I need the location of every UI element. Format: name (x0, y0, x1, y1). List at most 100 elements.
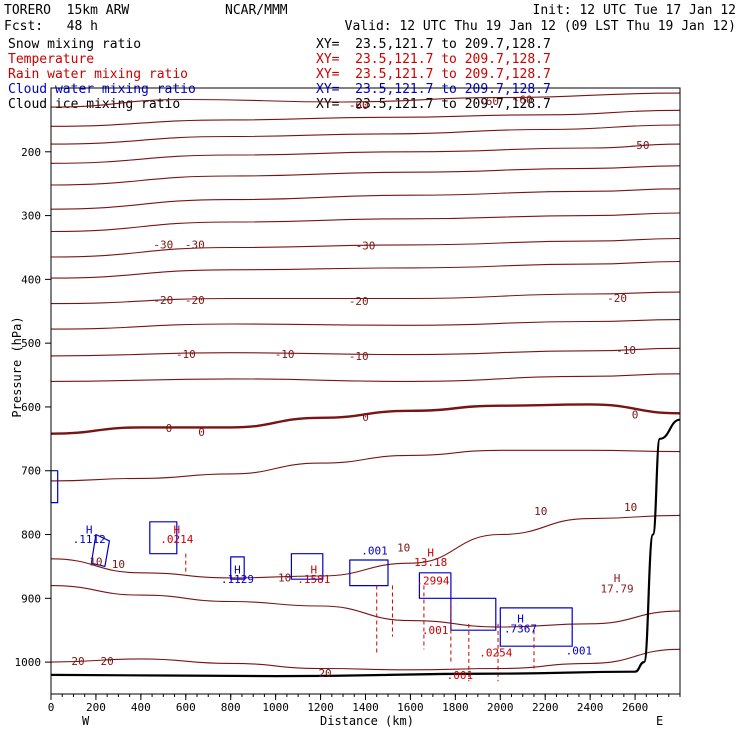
field-xy-cloud-water: XY= 23.5,121.7 to 209.7,128.7 (316, 82, 551, 97)
isotherm-line (50, 514, 681, 579)
x-tick-label: 2400 (577, 701, 604, 714)
x-tick-label: 200 (86, 701, 106, 714)
x-tick-label: 2000 (487, 701, 514, 714)
forecast-hour: Fcst: 48 h (4, 19, 98, 34)
isotherm-label: 20 (318, 667, 331, 680)
x-tick-label: 2200 (532, 701, 559, 714)
field-name-rain: Rain water mixing ratio (8, 67, 189, 82)
x-tick-label: 1600 (397, 701, 424, 714)
isotherm-label: -50 (630, 139, 650, 152)
isotherm-label: 10 (112, 558, 125, 571)
isotherm-label: -20 (607, 292, 627, 305)
isotherm-line (50, 188, 681, 210)
isotherm-label: -10 (349, 350, 369, 363)
field-xy-temperature: XY= 23.5,121.7 to 209.7,128.7 (316, 52, 551, 67)
isotherm-line (50, 403, 681, 435)
isotherm-label: -20 (153, 294, 173, 307)
y-tick-label: 1000 (15, 656, 42, 669)
isotherm-label: -10 (275, 348, 295, 361)
isotherm-label: 10 (397, 541, 410, 554)
isotherm-label: -10 (176, 348, 196, 361)
isotherm-line (50, 373, 681, 382)
field-annotation: .1129 (221, 573, 254, 586)
field-annotation: .1581 (297, 573, 330, 586)
cloud-water-contour (230, 556, 245, 580)
x-tick-label: 1400 (352, 701, 379, 714)
isotherm-line (50, 237, 681, 258)
field-annotation: .7367 (504, 622, 537, 635)
init-time: Init: 12 UTC Tue 17 Jan 12 (532, 3, 737, 18)
x-axis-east-label: E (656, 714, 664, 728)
isotherm-line (50, 648, 681, 671)
field-annotation: H (86, 523, 93, 536)
cloud-water-contour (290, 553, 324, 580)
field-annotation: .0214 (160, 533, 193, 546)
isotherm-label: -20 (185, 294, 205, 307)
isotherm-label: -10 (616, 344, 636, 357)
isotherm-label: -60 (479, 95, 499, 108)
y-tick-label: 300 (21, 210, 41, 223)
cloud-water-contour (499, 607, 573, 647)
plot-frame (50, 87, 681, 695)
field-annotation: H (311, 564, 318, 577)
field-annotation: .001 (447, 669, 474, 682)
x-tick-label: 0 (48, 701, 55, 714)
isotherm-line (50, 92, 681, 108)
x-tick-label: 1800 (442, 701, 469, 714)
y-tick-label: 900 (21, 592, 41, 605)
cloud-water-contour (450, 597, 497, 631)
terrain-surface-line (50, 418, 681, 678)
field-annotation: H (234, 564, 241, 577)
isotherm-label: -20 (349, 295, 369, 308)
field-annotation: .2994 (416, 574, 449, 587)
isotherm-line (50, 124, 681, 145)
field-annotation: .1112 (73, 533, 106, 546)
isotherm-label: -60 (513, 93, 533, 106)
isotherm-label: 0 (198, 426, 205, 439)
x-tick-label: 400 (131, 701, 151, 714)
field-annotation: .001 (422, 624, 449, 637)
isotherm-label: 0 (166, 422, 173, 435)
valid-time: Valid: 12 UTC Thu 19 Jan 12 (09 LST Thu … (344, 19, 736, 34)
isotherm-line (50, 291, 681, 305)
isotherm-line (50, 319, 681, 330)
y-axis-label: Pressure (hPa) (10, 316, 24, 418)
field-xy-cloud-ice: XY= 23.5,121.7 to 209.7,128.7 (316, 97, 551, 112)
isotherm-label: 20 (71, 655, 84, 668)
field-xy-snow: XY= 23.5,121.7 to 209.7,128.7 (316, 37, 551, 52)
x-tick-label: 600 (176, 701, 196, 714)
isotherm-label: -30 (356, 240, 376, 253)
field-annotation: H (614, 572, 621, 585)
field-annotation: 17.79 (601, 583, 634, 596)
isotherm-line (50, 109, 681, 127)
y-tick-label: 600 (21, 401, 41, 414)
y-tick-label: 400 (21, 273, 41, 286)
field-name-cloud-ice: Cloud ice mixing ratio (8, 97, 181, 112)
isotherm-label: -60 (349, 99, 369, 112)
y-tick-label: 200 (21, 146, 41, 159)
isotherm-label: 0 (362, 411, 369, 424)
x-tick-label: 800 (221, 701, 241, 714)
isotherm-label: 10 (534, 505, 547, 518)
center-label: NCAR/MMM (225, 3, 288, 18)
x-axis-west-label: W (82, 714, 90, 728)
isotherm-label: -30 (153, 238, 173, 251)
isotherm-line (50, 260, 681, 279)
x-tick-label: 1000 (262, 701, 289, 714)
field-xy-rain: XY= 23.5,121.7 to 209.7,128.7 (316, 67, 551, 82)
model-title: TORERO 15km ARW (4, 3, 130, 18)
field-annotation: 13.18 (414, 556, 447, 569)
isotherm-label: -30 (185, 238, 205, 251)
isotherm-line (50, 585, 681, 628)
isotherm-label: 20 (101, 655, 114, 668)
cloud-water-contour (349, 559, 389, 587)
isotherm-line (50, 143, 681, 164)
isotherm-line (50, 165, 681, 186)
y-tick-label: 500 (21, 337, 41, 350)
isotherm-line (50, 347, 681, 357)
isotherm-label: 10 (278, 571, 291, 584)
field-annotation: H (517, 613, 524, 626)
x-tick-label: 2600 (622, 701, 649, 714)
field-annotation: .0254 (479, 647, 512, 660)
